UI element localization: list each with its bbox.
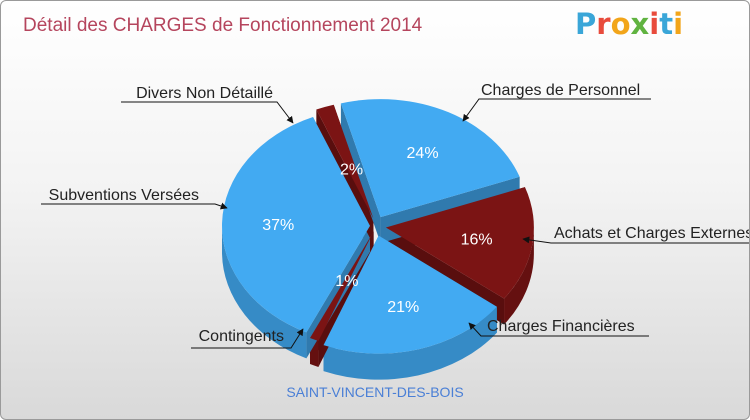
slice-percent-label: 16%: [461, 231, 493, 248]
logo-letter: i: [673, 7, 684, 41]
logo-letter: o: [610, 7, 631, 41]
slice-category-label: Charges de Personnel: [481, 82, 640, 99]
leader-line: [522, 236, 749, 244]
pie-slice: [340, 99, 520, 218]
leader-line: [41, 202, 228, 210]
slice-category-label: Achats et Charges Externes: [554, 225, 749, 242]
leader-line: [191, 328, 304, 349]
slice-rim: [222, 225, 307, 359]
pie-slice: [222, 116, 371, 333]
slice-percent-label: 37%: [262, 217, 294, 234]
logo-letter: P: [575, 7, 597, 41]
slice-side-wall: [340, 103, 381, 244]
leader-line: [121, 101, 294, 124]
slice-category-label: Contingents: [199, 328, 284, 345]
logo-letter: r: [596, 7, 611, 41]
pie-slice: [323, 235, 497, 354]
slice-percent-label: 1%: [335, 273, 358, 290]
slice-category-label: Divers Non Détaillé: [136, 85, 273, 102]
chart-title: Détail des CHARGES de Fonctionnement 201…: [23, 15, 423, 36]
proxiti-logo: Proxiti: [575, 7, 695, 43]
logo-letter: t: [659, 7, 674, 41]
slice-percent-label: 24%: [407, 145, 439, 162]
pie-slice: [385, 187, 534, 299]
pie-slice: [316, 104, 374, 219]
chart-subtitle: SAINT-VINCENT-DES-BOIS: [286, 384, 464, 400]
pie-slice: [310, 231, 374, 341]
logo-letter: x: [630, 7, 650, 41]
slice-rim: [504, 227, 534, 325]
slice-percent-label: 21%: [387, 299, 419, 316]
slice-category-label: Subventions Versées: [49, 187, 199, 204]
logo-letter: i: [649, 7, 660, 41]
slice-category-label: Charges Financières: [487, 318, 635, 335]
slice-rim: [323, 306, 497, 380]
slice-percent-label: 2%: [340, 161, 363, 178]
leader-line: [462, 98, 651, 122]
leader-line: [468, 322, 649, 337]
